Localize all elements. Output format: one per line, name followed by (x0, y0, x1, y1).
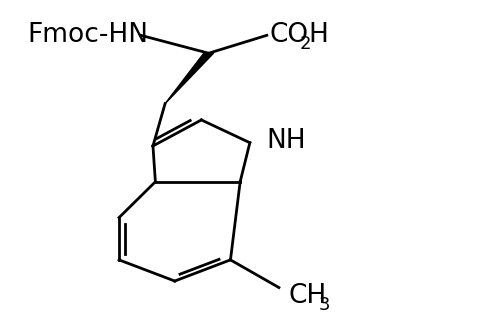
Text: CO: CO (269, 22, 308, 48)
Text: 3: 3 (318, 297, 330, 314)
Polygon shape (165, 53, 214, 104)
Text: CH: CH (289, 283, 327, 309)
Text: NH: NH (267, 128, 306, 154)
Text: H: H (308, 22, 328, 48)
Text: 2: 2 (299, 35, 311, 53)
Text: Fmoc-HN: Fmoc-HN (27, 22, 148, 48)
